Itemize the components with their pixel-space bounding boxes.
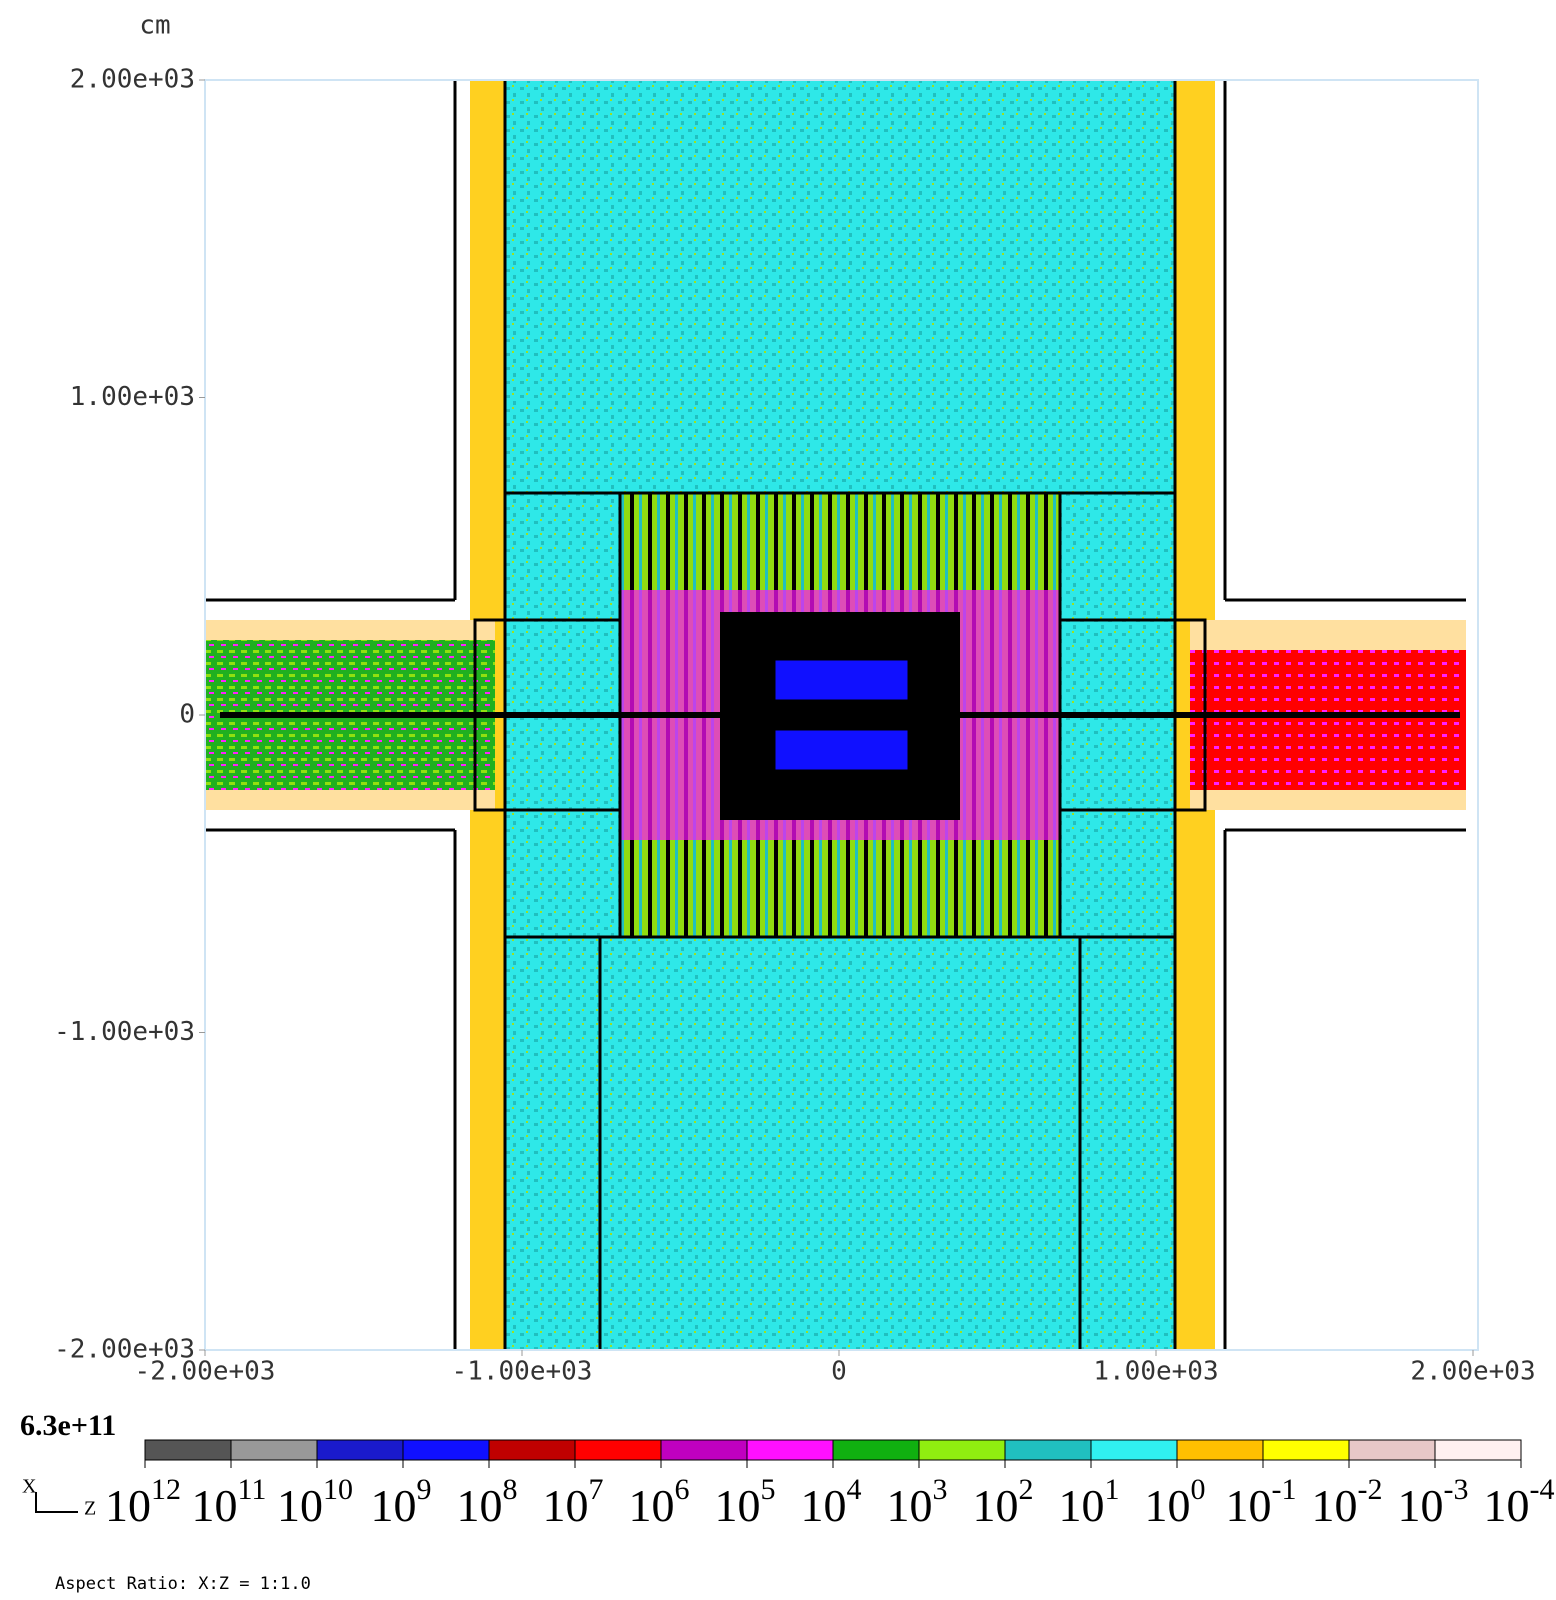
axis-indicator-x: X: [22, 1476, 37, 1498]
colorbar-label: 108: [457, 1473, 518, 1531]
colorbar-label: 1011: [192, 1473, 267, 1531]
aspect-ratio: Aspect Ratio: X:Z = 1:1.0: [55, 1574, 311, 1594]
geometry-lines: [205, 80, 1466, 1350]
colorbar-base: 10: [1145, 1480, 1191, 1531]
colorbar-cell: [660, 1439, 748, 1461]
colorbar-base: 10: [371, 1480, 417, 1531]
axis-indicator-z: Z: [84, 1498, 96, 1520]
colorbar-label: 10-2: [1312, 1473, 1383, 1531]
x-tick-label: 2.00e+03: [1410, 1357, 1535, 1387]
colorbar-base: 10: [543, 1480, 589, 1531]
x-tick-label: 0: [831, 1357, 847, 1387]
colorbar-cell: [918, 1439, 1006, 1461]
colorbar-exponent: -1: [1272, 1473, 1297, 1506]
colorbar-cell: [832, 1439, 920, 1461]
colorbar-base: 10: [1484, 1480, 1530, 1531]
colorbar-exponent: -3: [1444, 1473, 1469, 1506]
colorbar-base: 10: [277, 1480, 323, 1531]
colorbar-cell: [1262, 1439, 1350, 1461]
colorbar-exponent: 3: [933, 1473, 948, 1506]
colorbar-base: 10: [629, 1480, 675, 1531]
colorbar-base: 10: [192, 1480, 238, 1531]
colorbar-max: 6.3e+11: [20, 1409, 116, 1442]
colorbar-cell: [574, 1439, 662, 1461]
colorbar-exponent: 10: [323, 1473, 353, 1506]
colorbar-base: 10: [457, 1480, 503, 1531]
colorbar-label: 1012: [105, 1473, 181, 1531]
colorbar-label: 101: [1059, 1473, 1120, 1531]
colorbar-label: 10-3: [1398, 1473, 1469, 1531]
y-tick-label: -2.00e+03: [54, 1335, 195, 1365]
colorbar-base: 10: [1226, 1480, 1272, 1531]
x-tick-label: -2.00e+03: [135, 1357, 276, 1387]
colorbar-exponent: 4: [847, 1473, 862, 1506]
x-tick-label: 1.00e+03: [1093, 1357, 1218, 1387]
inner-block: [774, 659, 909, 701]
colorbar-exponent: -2: [1358, 1473, 1383, 1506]
colorbar-exponent: 1: [1105, 1473, 1120, 1506]
right-tunnel: [1190, 650, 1466, 790]
colorbar-base: 10: [105, 1480, 151, 1531]
colorbar-label: 105: [715, 1473, 776, 1531]
dose-map: [205, 80, 1466, 1350]
colorbar-exponent: 11: [238, 1473, 267, 1506]
colorbar-cell: [1090, 1439, 1178, 1461]
colorbar-cell: [402, 1439, 490, 1461]
colorbar-exponent: 0: [1191, 1473, 1206, 1506]
colorbar-exponent: 9: [417, 1473, 432, 1506]
colorbar-base: 10: [973, 1480, 1019, 1531]
y-tick-label: 2.00e+03: [70, 65, 195, 95]
colorbar-label: 10-4: [1484, 1473, 1555, 1531]
colorbar-label: 102: [973, 1473, 1034, 1531]
colorbar-base: 10: [1398, 1480, 1444, 1531]
x-tick-label: -1.00e+03: [452, 1357, 593, 1387]
colorbar-cell: [316, 1439, 404, 1461]
colorbar-exponent: 6: [675, 1473, 690, 1506]
colorbar-cell: [1176, 1439, 1264, 1461]
colorbar-label: 106: [629, 1473, 690, 1531]
colorbar-cell: [1004, 1439, 1092, 1461]
y-tick-label: -1.00e+03: [54, 1017, 195, 1047]
inner-block: [774, 729, 909, 771]
colorbar-label: 109: [371, 1473, 432, 1531]
axis-indicator-arrow: [35, 1492, 78, 1513]
colorbar-cell: [746, 1439, 834, 1461]
colorbar-label: 103: [887, 1473, 948, 1531]
y-tick-label: 1.00e+03: [70, 382, 195, 412]
colorbar-label: 100: [1145, 1473, 1206, 1531]
colorbar-cell: [1348, 1439, 1436, 1461]
colorbar-label: 10-1: [1226, 1473, 1297, 1531]
colorbar-exponent: 8: [503, 1473, 518, 1506]
axis-unit: cm: [139, 11, 170, 41]
colorbar-cell: [488, 1439, 576, 1461]
colorbar-label: 107: [543, 1473, 604, 1531]
colorbar-base: 10: [715, 1480, 761, 1531]
colorbar-cell: [1434, 1439, 1522, 1461]
colorbar-exponent: 12: [151, 1473, 181, 1506]
colorbar-cell: [144, 1439, 232, 1461]
colorbar-exponent: -4: [1530, 1473, 1555, 1506]
colorbar-exponent: 7: [589, 1473, 604, 1506]
colorbar-label: 1010: [277, 1473, 353, 1531]
colorbar-label: 104: [801, 1473, 862, 1531]
colorbar-base: 10: [887, 1480, 933, 1531]
colorbar-exponent: 2: [1019, 1473, 1034, 1506]
colorbar-cell: [230, 1439, 318, 1461]
colorbar-base: 10: [1059, 1480, 1105, 1531]
y-tick-label: 0: [179, 700, 195, 730]
colorbar-base: 10: [1312, 1480, 1358, 1531]
colorbar-base: 10: [801, 1480, 847, 1531]
colorbar-exponent: 5: [761, 1473, 776, 1506]
